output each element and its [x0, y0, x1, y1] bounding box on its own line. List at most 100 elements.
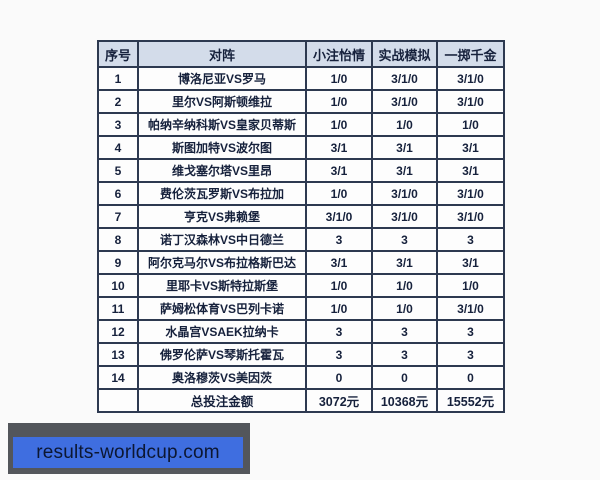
- column-header-0: 序号: [97, 40, 139, 68]
- small-bet-cell: 3/1/0: [305, 204, 373, 229]
- matchup-cell: 水晶宫VSAEK拉纳卡: [137, 319, 307, 344]
- row-index-cell: 12: [97, 319, 139, 344]
- big-bet-cell: 3/1/0: [436, 89, 505, 114]
- simulation-bet-cell: 3/1: [371, 135, 438, 160]
- small-bet-cell: 3/1: [305, 135, 373, 160]
- big-bet-cell: 3/1: [436, 250, 505, 275]
- simulation-bet-cell: 0: [371, 365, 438, 390]
- big-bet-cell: 3/1: [436, 158, 505, 183]
- big-bet-cell: 1/0: [436, 112, 505, 137]
- total-value-cell: 15552元: [436, 388, 505, 413]
- row-index-cell: 2: [97, 89, 139, 114]
- table-row: 11 萨姆松体育VS巴列卡诺 1/0 1/0 3/1/0: [97, 296, 505, 321]
- small-bet-cell: 3: [305, 319, 373, 344]
- matchup-cell: 诺丁汉森林VS中日德兰: [137, 227, 307, 252]
- matchup-cell: 亨克VS弗赖堡: [137, 204, 307, 229]
- big-bet-cell: 3/1/0: [436, 296, 505, 321]
- simulation-bet-cell: 3: [371, 319, 438, 344]
- simulation-bet-cell: 3: [371, 342, 438, 367]
- table-row: 7 亨克VS弗赖堡 3/1/0 3/1/0 3/1/0: [97, 204, 505, 229]
- simulation-bet-cell: 3/1: [371, 250, 438, 275]
- column-header-2: 小注怡情: [305, 40, 373, 68]
- row-index-cell: 14: [97, 365, 139, 390]
- row-index-cell: 9: [97, 250, 139, 275]
- big-bet-cell: 1/0: [436, 273, 505, 298]
- row-index-cell: 10: [97, 273, 139, 298]
- big-bet-cell: 3/1/0: [436, 181, 505, 206]
- small-bet-cell: 3: [305, 342, 373, 367]
- table-row: 2 里尔VS阿斯顿维拉 1/0 3/1/0 3/1/0: [97, 89, 505, 114]
- table-row: 9 阿尔克马尔VS布拉格斯巴达 3/1 3/1 3/1: [97, 250, 505, 275]
- matchup-cell: 佛罗伦萨VS琴斯托霍瓦: [137, 342, 307, 367]
- matchup-cell: 帕纳辛纳科斯VS皇家贝蒂斯: [137, 112, 307, 137]
- table-row: 14 奥洛穆茨VS美因茨 0 0 0: [97, 365, 505, 390]
- matchup-cell: 阿尔克马尔VS布拉格斯巴达: [137, 250, 307, 275]
- matchup-cell: 斯图加特VS波尔图: [137, 135, 307, 160]
- small-bet-cell: 1/0: [305, 181, 373, 206]
- table-row: 4 斯图加特VS波尔图 3/1 3/1 3/1: [97, 135, 505, 160]
- big-bet-cell: 3: [436, 319, 505, 344]
- bets-table: 序号 对阵 小注怡情 实战模拟 一掷千金 1 博洛尼亚VS罗马 1/0 3/1/0 3/1/0 2…: [97, 40, 505, 413]
- simulation-bet-cell: 1/0: [371, 112, 438, 137]
- big-bet-cell: 3: [436, 342, 505, 367]
- big-bet-cell: 3/1/0: [436, 66, 505, 91]
- column-header-1: 对阵: [137, 40, 307, 68]
- big-bet-cell: 0: [436, 365, 505, 390]
- header-row: 序号 对阵 小注怡情 实战模拟 一掷千金: [97, 40, 505, 68]
- footer-row: 总投注金额 3072元 10368元 15552元: [97, 388, 505, 413]
- bets-table-container: 序号 对阵 小注怡情 实战模拟 一掷千金 1 博洛尼亚VS罗马 1/0 3/1/0 3/1/0 2…: [97, 40, 505, 413]
- simulation-bet-cell: 1/0: [371, 296, 438, 321]
- simulation-bet-cell: 3/1/0: [371, 204, 438, 229]
- watermark-text: results-worldcup.com: [36, 441, 220, 463]
- table-body: 1 博洛尼亚VS罗马 1/0 3/1/0 3/1/0 2 里尔VS阿斯顿维拉 1/0 3/1/0…: [97, 66, 505, 413]
- watermark: results-worldcup.com: [13, 437, 243, 468]
- row-index-cell: 8: [97, 227, 139, 252]
- table-row: 8 诺丁汉森林VS中日德兰 3 3 3: [97, 227, 505, 252]
- simulation-bet-cell: 1/0: [371, 273, 438, 298]
- big-bet-cell: 3/1: [436, 135, 505, 160]
- small-bet-cell: 1/0: [305, 89, 373, 114]
- small-bet-cell: 3: [305, 227, 373, 252]
- big-bet-cell: 3: [436, 227, 505, 252]
- row-index-cell: 7: [97, 204, 139, 229]
- matchup-cell: 里耶卡VS斯特拉斯堡: [137, 273, 307, 298]
- matchup-cell: 奥洛穆茨VS美因茨: [137, 365, 307, 390]
- row-index-cell: 11: [97, 296, 139, 321]
- simulation-bet-cell: 3/1/0: [371, 89, 438, 114]
- row-index-cell: 1: [97, 66, 139, 91]
- table-row: 12 水晶宫VSAEK拉纳卡 3 3 3: [97, 319, 505, 344]
- matchup-cell: 维戈塞尔塔VS里昂: [137, 158, 307, 183]
- matchup-cell: 里尔VS阿斯顿维拉: [137, 89, 307, 114]
- small-bet-cell: 1/0: [305, 112, 373, 137]
- total-value-cell: [97, 388, 139, 413]
- simulation-bet-cell: 3/1: [371, 158, 438, 183]
- total-label-cell: 总投注金额: [137, 388, 307, 413]
- row-index-cell: 4: [97, 135, 139, 160]
- row-index-cell: 6: [97, 181, 139, 206]
- small-bet-cell: 1/0: [305, 273, 373, 298]
- table-row: 3 帕纳辛纳科斯VS皇家贝蒂斯 1/0 1/0 1/0: [97, 112, 505, 137]
- table-row: 10 里耶卡VS斯特拉斯堡 1/0 1/0 1/0: [97, 273, 505, 298]
- table-row: 6 费伦茨瓦罗斯VS布拉加 1/0 3/1/0 3/1/0: [97, 181, 505, 206]
- small-bet-cell: 1/0: [305, 296, 373, 321]
- total-value-cell: 3072元: [305, 388, 373, 413]
- simulation-bet-cell: 3/1/0: [371, 66, 438, 91]
- matchup-cell: 费伦茨瓦罗斯VS布拉加: [137, 181, 307, 206]
- small-bet-cell: 3/1: [305, 158, 373, 183]
- small-bet-cell: 3/1: [305, 250, 373, 275]
- column-header-3: 实战模拟: [371, 40, 438, 68]
- row-index-cell: 5: [97, 158, 139, 183]
- small-bet-cell: 1/0: [305, 66, 373, 91]
- small-bet-cell: 0: [305, 365, 373, 390]
- total-value-cell: 10368元: [371, 388, 438, 413]
- table-row: 5 维戈塞尔塔VS里昂 3/1 3/1 3/1: [97, 158, 505, 183]
- simulation-bet-cell: 3/1/0: [371, 181, 438, 206]
- big-bet-cell: 3/1/0: [436, 204, 505, 229]
- table-row: 13 佛罗伦萨VS琴斯托霍瓦 3 3 3: [97, 342, 505, 367]
- column-header-4: 一掷千金: [436, 40, 505, 68]
- row-index-cell: 13: [97, 342, 139, 367]
- row-index-cell: 3: [97, 112, 139, 137]
- table-row: 1 博洛尼亚VS罗马 1/0 3/1/0 3/1/0: [97, 66, 505, 91]
- matchup-cell: 萨姆松体育VS巴列卡诺: [137, 296, 307, 321]
- matchup-cell: 博洛尼亚VS罗马: [137, 66, 307, 91]
